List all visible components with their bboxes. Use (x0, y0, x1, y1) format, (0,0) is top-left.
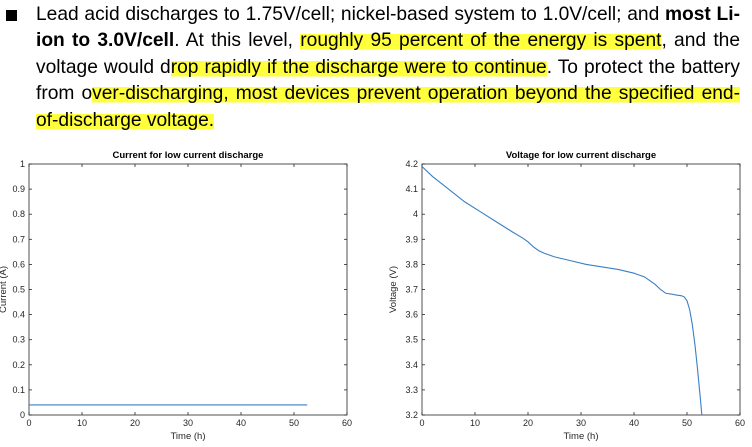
y-tick-label: 0 (20, 410, 25, 420)
y-tick-label: 0.4 (12, 310, 25, 320)
x-tick-label: 20 (523, 418, 533, 428)
bullet-paragraph: Lead acid discharges to 1.75V/cell; nick… (0, 0, 752, 138)
x-axis-label: Time (h) (170, 431, 205, 442)
text-run: , and the voltage would d (36, 30, 740, 78)
y-tick-label: 4.2 (405, 159, 418, 169)
x-tick-label: 50 (289, 418, 299, 428)
chart-title: Voltage for low current discharge (506, 150, 656, 161)
y-tick-label: 4.1 (405, 184, 418, 194)
voltage-chart: Voltage for low current discharge 0 10 20 30… (376, 146, 752, 447)
highlight: roughly 95 percent of the energy is spen… (300, 30, 662, 52)
y-tick-label: 3.5 (405, 335, 418, 345)
x-tick-label: 10 (77, 418, 87, 428)
x-tick-label: 60 (735, 418, 745, 428)
bold-text: most Li-ion to 3.0V/cell (36, 4, 740, 52)
text-run: Lead acid discharges to 1.75V/cell; nick… (36, 4, 665, 25)
paragraph-text: Lead acid discharges to 1.75V/cell; nick… (36, 2, 740, 134)
x-tick-label: 30 (183, 418, 193, 428)
text-run: . To protect the battery from o (36, 56, 741, 105)
highlight: rop rapidly if the discharge were to con… (170, 56, 547, 78)
x-tick-label: 10 (470, 418, 480, 428)
x-axis-label: Time (h) (563, 431, 598, 442)
y-tick-label: 3.2 (405, 410, 418, 420)
y-tick-label: 1 (20, 159, 25, 169)
y-tick-label: 0.8 (12, 209, 25, 219)
plot-frame (421, 163, 741, 416)
y-tick-label: 3.9 (405, 234, 418, 244)
y-tick-label: 3.6 (405, 310, 418, 320)
x-tick-label: 20 (130, 418, 140, 428)
current-chart: Current for low current discharge 0 10 20 30… (0, 146, 360, 447)
x-tick-label: 0 (26, 418, 31, 428)
x-tick-label: 60 (342, 418, 352, 428)
chart-title: Current for low current discharge (113, 150, 264, 161)
highlight: ver-discharging, most devices prevent op… (36, 83, 740, 131)
y-tick-label: 3.7 (405, 285, 418, 295)
y-tick-label: 3.3 (405, 385, 418, 395)
y-tick-label: 4 (413, 209, 418, 219)
x-tick-label: 40 (236, 418, 246, 428)
x-tick-label: 30 (576, 418, 586, 428)
voltage-chart-svg: Voltage for low current discharge 0 10 20 30… (388, 150, 745, 442)
text-run: . At this level, (174, 30, 301, 52)
square-bullet-icon (6, 10, 17, 21)
y-tick-label: 0.5 (12, 285, 25, 295)
y-axis-label: Voltage (V) (388, 266, 399, 313)
y-tick-label: 0.3 (12, 335, 25, 345)
y-tick-label: 0.7 (12, 234, 25, 244)
y-tick-label: 0.6 (12, 259, 25, 269)
x-tick-label: 50 (682, 418, 692, 428)
y-tick-label: 0.1 (12, 385, 25, 395)
x-tick-label: 40 (629, 418, 639, 428)
y-axis-label: Current (A) (0, 266, 9, 313)
series-line (421, 166, 703, 416)
x-tick-label: 0 (419, 418, 424, 428)
y-tick-label: 0.2 (12, 360, 25, 370)
y-tick-label: 3.4 (405, 360, 418, 370)
y-tick-label: 0.9 (12, 184, 25, 194)
plot-frame (28, 163, 348, 416)
y-tick-label: 3.8 (405, 259, 418, 269)
